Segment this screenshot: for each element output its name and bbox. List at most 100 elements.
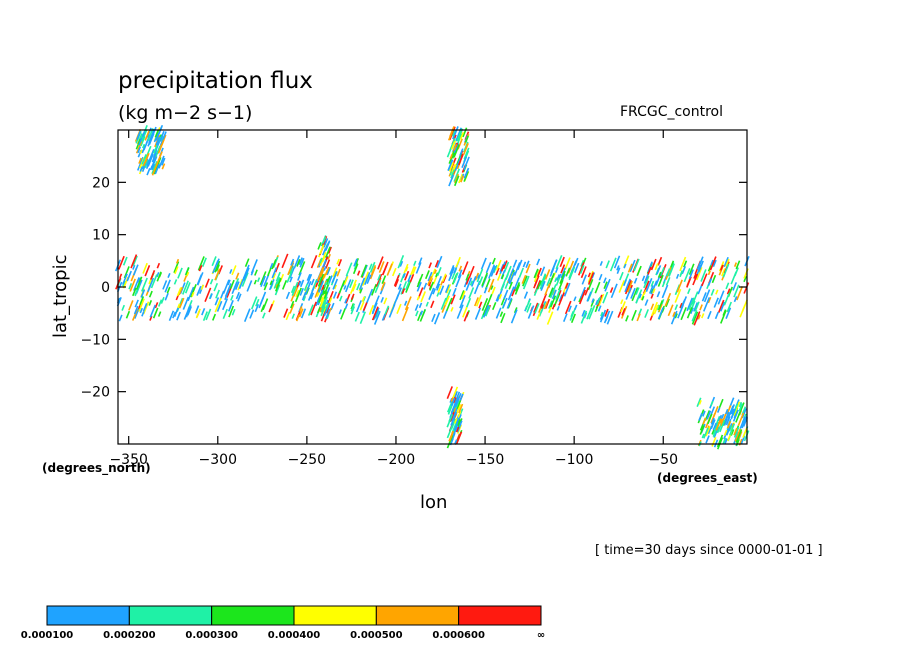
precip-0-mark — [260, 304, 265, 313]
precip-0-mark — [439, 285, 445, 295]
precip-3-mark — [451, 130, 456, 137]
precip-0-mark — [725, 307, 732, 319]
precip-0-mark — [686, 307, 693, 319]
precip-1-mark — [319, 297, 325, 308]
precip-0-mark — [491, 257, 496, 265]
precip-0-mark — [625, 287, 632, 300]
precip-0-mark — [693, 302, 699, 312]
precip-0-mark — [132, 255, 138, 267]
precip-0-mark — [237, 293, 242, 302]
precip-0-mark — [416, 273, 424, 288]
precip-5-mark — [702, 410, 706, 417]
precip-2-mark — [452, 397, 460, 410]
precip-0-mark — [610, 283, 618, 299]
precip-4-mark — [155, 126, 163, 141]
precip-0-mark — [525, 263, 531, 274]
precip-0-mark — [286, 270, 293, 283]
precip-0-mark — [701, 273, 708, 287]
precip-0-mark — [150, 274, 158, 289]
precip-0-mark — [687, 288, 691, 295]
precip-3-mark — [454, 156, 462, 171]
precip-0-mark — [713, 297, 719, 308]
precip-0-mark — [657, 256, 663, 266]
precip-4-mark — [137, 156, 144, 171]
precip-1-mark — [322, 247, 327, 256]
precip-0-mark — [477, 274, 481, 280]
precip-0-mark — [602, 291, 609, 304]
precip-0-mark — [641, 295, 645, 301]
colorbar-swatch — [211, 605, 295, 626]
precip-0-mark — [555, 254, 563, 270]
precip-0-mark — [214, 260, 221, 273]
precip-0-mark — [679, 256, 687, 272]
precip-0-mark — [328, 275, 333, 283]
precip-4-mark — [152, 149, 158, 159]
precip-0-mark — [444, 295, 450, 306]
precip-5-mark — [719, 418, 724, 424]
precip-0-mark — [652, 288, 656, 294]
precip-5-mark — [710, 400, 714, 407]
precip-0-mark — [253, 279, 257, 285]
precip-5-mark — [726, 420, 732, 429]
precip-0-mark — [558, 294, 563, 302]
precip-0-mark — [134, 283, 141, 297]
colorbar-label: ∞ — [537, 630, 545, 641]
precip-0-mark — [533, 268, 539, 279]
precip-0-mark — [636, 265, 642, 277]
colorbar-label: 0.000300 — [185, 630, 238, 641]
precip-0-mark — [580, 259, 585, 267]
precip-0-mark — [306, 273, 311, 281]
precip-0-mark — [142, 262, 148, 274]
precip-0-mark — [500, 312, 506, 324]
precip-0-mark — [187, 286, 195, 302]
precip-0-mark — [132, 264, 139, 276]
precip-0-mark — [556, 274, 560, 281]
precip-0-mark — [712, 259, 717, 268]
precip-3-mark — [463, 156, 470, 171]
precip-0-mark — [465, 273, 470, 281]
precip-0-mark — [325, 303, 331, 314]
precip-0-mark — [259, 291, 267, 305]
precip-0-mark — [492, 302, 497, 311]
precip-1-mark — [325, 302, 330, 309]
precip-0-mark — [474, 297, 479, 307]
precip-0-mark — [298, 308, 304, 318]
precip-1-mark — [320, 306, 326, 317]
precip-0-mark — [445, 283, 452, 294]
precip-0-mark — [331, 271, 338, 284]
precip-0-mark — [209, 278, 214, 285]
precip-0-mark — [118, 255, 125, 270]
precip-0-mark — [465, 277, 473, 291]
precip-2-mark — [449, 408, 455, 418]
precip-0-mark — [249, 309, 255, 319]
time-note: [ time=30 days since 0000-01-01 ] — [595, 543, 823, 558]
precip-0-mark — [674, 313, 678, 319]
precip-0-mark — [118, 314, 123, 322]
precip-0-mark — [631, 309, 637, 321]
precip-3-mark — [453, 126, 459, 136]
precip-5-mark — [733, 426, 740, 438]
precip-0-mark — [259, 271, 267, 286]
precip-4-mark — [154, 163, 160, 175]
precip-0-mark — [144, 264, 151, 277]
colorbar-label: 0.000200 — [103, 630, 156, 641]
precip-0-mark — [440, 280, 444, 286]
precip-0-mark — [360, 264, 368, 278]
precip-0-mark — [560, 267, 567, 279]
precip-0-mark — [703, 289, 711, 303]
precip-0-mark — [356, 282, 361, 291]
precip-0-mark — [445, 289, 452, 302]
precip-5-mark — [701, 433, 705, 439]
precip-0-mark — [375, 273, 383, 288]
precip-0-mark — [578, 289, 587, 305]
precip-0-mark — [285, 311, 291, 321]
precip-0-mark — [534, 280, 538, 286]
precip-1-mark — [316, 289, 324, 303]
precip-0-mark — [620, 299, 624, 305]
precip-0-mark — [689, 307, 694, 315]
precip-0-mark — [148, 300, 153, 306]
y-axis-unit: (degrees_north) — [42, 461, 151, 475]
precip-5-mark — [741, 416, 748, 429]
precip-2-mark — [458, 403, 464, 414]
